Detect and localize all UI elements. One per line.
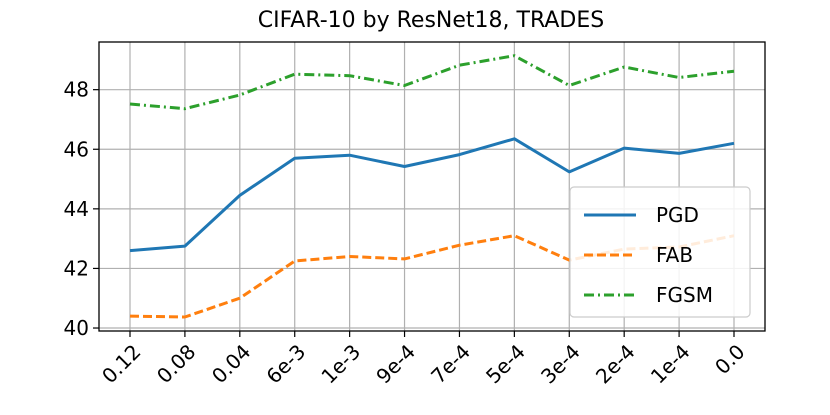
x-tick-label: 6e-3 — [261, 340, 310, 389]
y-tick-label: 48 — [64, 78, 89, 102]
x-tick-label: 0.04 — [207, 340, 255, 388]
x-axis: 0.12 0.08 0.04 6e-3 1e-3 9e-4 7e-4 5e-4 3e-4 2e-4… — [97, 331, 750, 389]
x-tick-label: 0.08 — [152, 340, 200, 388]
plot-frame — [98, 41, 766, 332]
y-axis: 40 42 44 46 48 — [64, 78, 99, 340]
y-tick-label: 40 — [64, 316, 89, 340]
y-tick-label: 44 — [64, 197, 89, 221]
legend-box — [569, 186, 751, 318]
x-tick-label: 3e-4 — [536, 340, 585, 389]
legend-label: FGSM — [656, 283, 713, 307]
y-tick-label: 46 — [64, 137, 89, 161]
series-line-pgd — [129, 137, 735, 253]
legend-label: FAB — [656, 243, 693, 267]
x-tick-label: 1e-4 — [646, 340, 695, 389]
x-tick-label: 9e-4 — [371, 340, 420, 389]
chart-title: CIFAR-10 by ResNet18, TRADES — [258, 8, 604, 33]
legend-label: PGD — [656, 203, 699, 227]
series-line-fgsm — [129, 54, 735, 111]
x-tick-label: 0.12 — [97, 340, 145, 388]
x-tick-label: 1e-3 — [316, 340, 365, 389]
x-tick-label: 5e-4 — [481, 340, 530, 389]
x-tick-label: 7e-4 — [426, 340, 475, 389]
y-tick-label: 42 — [64, 256, 89, 280]
legend: PGD FAB FGSM — [569, 186, 751, 318]
x-tick-label: 0.0 — [710, 340, 749, 379]
x-tick-label: 2e-4 — [591, 340, 640, 389]
